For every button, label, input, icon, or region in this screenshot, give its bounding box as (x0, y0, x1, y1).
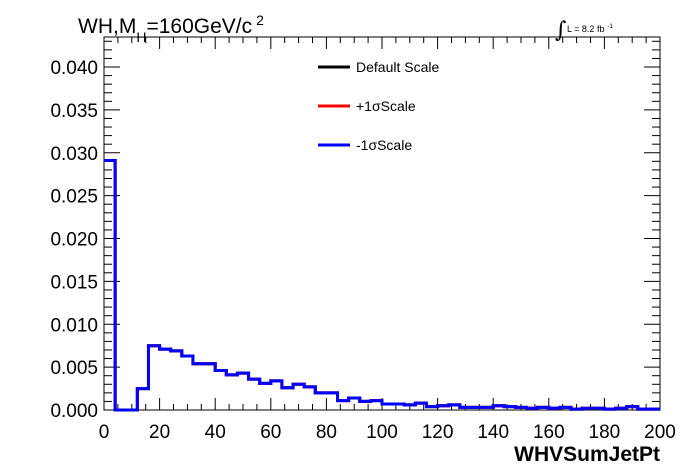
x-tick-label: 180 (589, 422, 621, 443)
title-main: WH,M (78, 15, 136, 38)
title-rest: =160GeV/c (146, 15, 252, 38)
plot-frame (103, 36, 661, 411)
y-tick-label: 0.000 (50, 401, 98, 422)
x-tick-label: 0 (99, 422, 110, 443)
lumi-superscript: -1 (607, 24, 613, 30)
histogram-series (104, 158, 660, 412)
chart-title: WH,MH=160GeV/c 2 (78, 12, 264, 45)
x-tick-label: 100 (366, 422, 398, 443)
lumi-text: L = 8.2 fb (567, 24, 604, 34)
title-superscript: 2 (256, 12, 264, 28)
y-axis: 0.000 0.005 0.010 0.015 0.020 0.025 0.030 0.035… (50, 40, 660, 422)
x-tick-label: 20 (149, 422, 170, 443)
legend-label: Default Scale (356, 59, 439, 75)
legend: Default Scale +1σScale -1σScale (318, 59, 439, 153)
y-tick-label: 0.040 (50, 58, 98, 79)
lumi-label: L = 8.2 fb -1 (567, 24, 613, 34)
y-tick-label: 0.005 (50, 358, 98, 379)
x-tick-label: 200 (644, 422, 676, 443)
histogram-series (104, 158, 660, 412)
y-tick-label: 0.015 (50, 272, 98, 293)
x-tick-label: 60 (260, 422, 281, 443)
y-tick-label: 0.030 (50, 144, 98, 165)
y-tick-label: 0.010 (50, 315, 98, 336)
x-tick-label: 160 (533, 422, 565, 443)
series-layer (104, 158, 660, 412)
x-tick-label: 140 (477, 422, 509, 443)
y-tick-label: 0.035 (50, 101, 98, 122)
legend-label: +1σScale (356, 98, 416, 114)
x-tick-label: 120 (422, 422, 454, 443)
y-tick-label: 0.025 (50, 187, 98, 208)
x-axis-title: WHVSumJetPt (514, 443, 660, 466)
legend-label: -1σScale (356, 137, 412, 153)
y-tick-label: 0.020 (50, 230, 98, 251)
x-tick-label: 40 (205, 422, 226, 443)
integral-symbol: ∫ (555, 18, 567, 43)
histogram-series (104, 158, 660, 412)
x-tick-label: 80 (316, 422, 337, 443)
